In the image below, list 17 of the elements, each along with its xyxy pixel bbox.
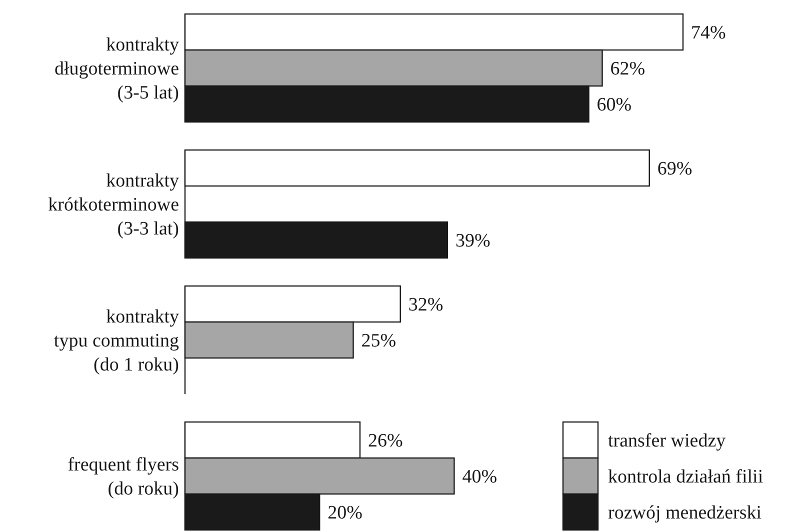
data-label: 60% — [596, 94, 632, 116]
data-label: 74% — [691, 22, 726, 44]
y-tick-label: kontrakty długoterminowe (3-5 lat) — [54, 34, 180, 104]
data-label: 32% — [408, 294, 444, 316]
data-label: 26% — [368, 430, 403, 452]
data-label: 39% — [455, 230, 490, 252]
data-label: 69% — [657, 158, 692, 180]
data-label: 40% — [462, 466, 498, 488]
y-tick-label: kontrakty typu commuting (do 1 roku) — [54, 306, 180, 376]
y-tick-label: frequent flyers (do roku) — [68, 454, 179, 500]
data-label: 25% — [361, 330, 396, 352]
y-tick-label: kontrakty krótkoterminowe (3-3 lat) — [48, 170, 180, 240]
legend-label: rozwój menedżerski — [608, 502, 762, 524]
data-label: 62% — [610, 58, 646, 80]
data-label: 20% — [328, 502, 363, 524]
legend-label: kontrola działań filii — [608, 466, 764, 488]
legend-label: transfer wiedzy — [608, 430, 726, 452]
